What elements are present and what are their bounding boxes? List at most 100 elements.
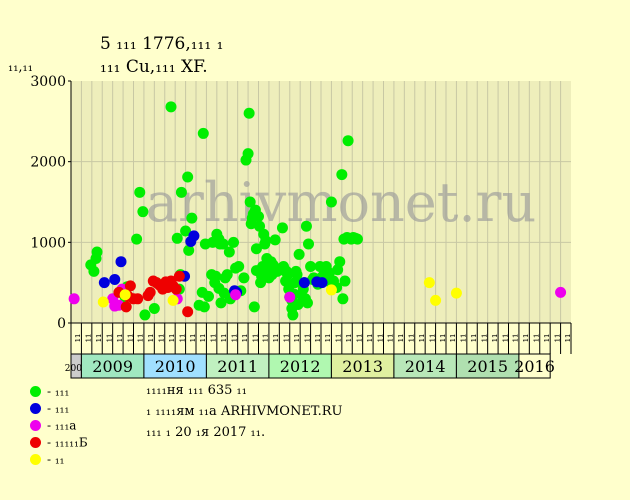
point-category-1 — [351, 233, 363, 245]
period-label: ₁₁ — [237, 334, 250, 343]
point-category-1 — [183, 244, 195, 256]
point-category-4 — [182, 306, 194, 318]
point-category-1 — [137, 206, 149, 218]
point-category-1 — [269, 234, 281, 246]
year-band — [80, 353, 145, 379]
legend-marker-icon — [30, 386, 41, 397]
period-label: ₁₁ — [539, 334, 552, 343]
period-label: ₁₁ — [372, 334, 385, 343]
point-category-5 — [119, 289, 131, 301]
period-label: ₁₁ — [112, 334, 125, 343]
point-category-1 — [171, 232, 183, 244]
year-label: 2009 — [92, 357, 133, 376]
point-category-5 — [167, 294, 179, 306]
point-category-1 — [339, 275, 351, 287]
point-category-1 — [300, 220, 312, 232]
point-category-3 — [284, 291, 296, 303]
period-label: ₁₁ — [164, 334, 177, 343]
legend-label: - ₁₁₁ — [47, 401, 70, 416]
legend-item: - ₁₁₁ — [30, 384, 88, 400]
point-category-1 — [243, 107, 255, 119]
legend-label: - ₁₁₁ — [47, 384, 70, 399]
point-category-1 — [186, 212, 198, 224]
period-label: ₁₁ — [466, 334, 479, 343]
point-category-2 — [98, 277, 110, 289]
year-band — [455, 353, 520, 379]
point-category-5 — [430, 294, 442, 306]
period-label: ₁₁ — [247, 334, 260, 343]
period-label: ₁₁ — [476, 334, 489, 343]
period-label: ₁₁ — [185, 334, 198, 343]
point-category-1 — [215, 297, 227, 309]
point-category-1 — [291, 269, 303, 281]
year-label: 2016 — [514, 357, 555, 376]
period-label: ₁₁ — [154, 334, 167, 343]
period-label: ₁₁ — [362, 334, 375, 343]
point-category-1 — [323, 267, 335, 279]
legend-marker-icon — [30, 437, 41, 448]
point-category-1 — [279, 265, 291, 277]
point-category-5 — [423, 277, 435, 289]
point-category-1 — [228, 236, 239, 248]
period-label: ₁₁ — [320, 334, 333, 343]
info-line-count: ₁₁₁₁ня ₁₁₁ 635 ₁₁ — [146, 383, 247, 398]
point-category-1 — [287, 309, 299, 321]
year-label: 2008 — [65, 364, 88, 374]
year-label: 2012 — [280, 357, 321, 376]
legend-marker-icon — [30, 403, 41, 414]
period-label: ₁₁ — [424, 334, 437, 343]
period-label: ₁₁ — [268, 334, 281, 343]
point-category-1 — [250, 243, 262, 255]
point-category-1 — [217, 238, 229, 250]
point-category-2 — [298, 277, 310, 289]
period-label: ₁₁ — [456, 334, 469, 343]
point-category-1 — [165, 101, 177, 113]
period-label: ₁₁ — [143, 334, 156, 343]
year-band — [393, 353, 457, 379]
point-category-1 — [336, 169, 348, 181]
y-axis-label: ₁₁,₁₁ — [8, 60, 33, 75]
point-category-3 — [555, 286, 567, 298]
legend-marker-icon — [30, 454, 41, 465]
point-category-1 — [238, 272, 250, 284]
period-label: ₁₁ — [133, 334, 146, 343]
chart-title-line-1: 5 ₁₁₁ 1776,₁₁₁ ₁ — [100, 34, 224, 54]
info-line-date: ₁₁₁ ₁ 20 ₁я 2017 ₁₁. — [146, 425, 266, 440]
info-block: ₁₁₁₁ня ₁₁₁ 635 ₁₁ ₁ ₁₁₁₁ям ₁₁а ARHIVMONE… — [146, 383, 342, 446]
legend-item: - ₁₁₁а — [30, 418, 88, 434]
point-category-4 — [144, 286, 156, 298]
legend-item: - ₁₁₁₁₁Б — [30, 435, 88, 451]
scatter-chart: arhivmonet.ru0100020003000₁₁₁₁₁₁₁₁₁₁₁₁₁₁… — [30, 74, 573, 379]
period-label: ₁₁ — [91, 334, 104, 343]
period-label: ₁₁ — [299, 334, 312, 343]
period-label: ₁₁ — [404, 334, 417, 343]
period-label: ₁₁ — [487, 334, 500, 343]
year-band — [518, 353, 551, 379]
period-label: ₁₁ — [497, 334, 510, 343]
period-label: ₁₁ — [508, 334, 521, 343]
period-label: ₁₁ — [81, 334, 94, 343]
period-label: ₁₁ — [216, 334, 229, 343]
point-category-2 — [109, 273, 121, 285]
period-label: ₁₁ — [206, 334, 219, 343]
period-label: ₁₁ — [310, 334, 323, 343]
year-label: 2010 — [155, 357, 196, 376]
point-category-1 — [244, 196, 256, 208]
period-label: ₁₁ — [414, 334, 427, 343]
period-label: ₁₁ — [445, 334, 458, 343]
period-label: ₁₁ — [122, 334, 135, 343]
point-category-1 — [337, 293, 349, 305]
point-category-5 — [97, 296, 109, 308]
period-label: ₁₁ — [226, 334, 239, 343]
point-category-4 — [132, 293, 144, 305]
point-category-1 — [342, 135, 354, 147]
period-label: ₁₁ — [529, 334, 542, 343]
year-label: 2014 — [405, 357, 446, 376]
legend-label: - ₁₁₁₁₁Б — [47, 435, 88, 450]
point-category-2 — [115, 256, 127, 268]
period-label: ₁₁ — [549, 334, 562, 343]
point-category-1 — [210, 270, 222, 282]
point-category-1 — [180, 225, 192, 237]
point-category-1 — [139, 309, 151, 321]
period-label: ₁₁ — [174, 334, 187, 343]
